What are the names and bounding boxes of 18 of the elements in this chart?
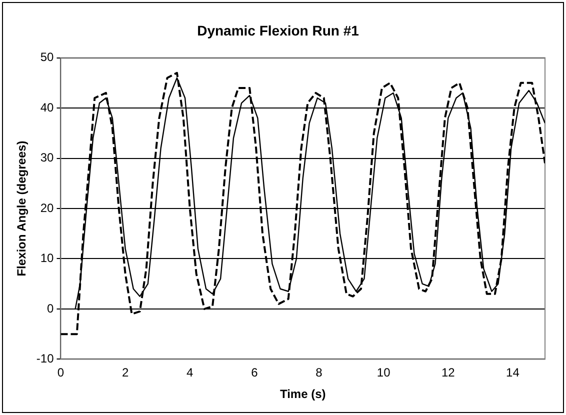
chart-title: Dynamic Flexion Run #1 [197, 22, 360, 38]
x-tick-label: 6 [251, 366, 258, 380]
x-tick-label: 10 [376, 366, 391, 380]
x-tick-label: 2 [122, 366, 129, 380]
y-tick-label: -10 [36, 352, 54, 366]
y-tick-label: 0 [47, 301, 54, 316]
y-tick-label: 40 [40, 100, 54, 114]
x-tick-label: 0 [57, 366, 64, 380]
y-tick-label: 30 [40, 150, 54, 165]
x-tick-label: 14 [506, 366, 520, 380]
y-tick-label: 50 [40, 50, 54, 64]
x-tick-label: 12 [441, 366, 456, 380]
y-axis-title: Flexion Angle (degrees) [14, 140, 29, 276]
x-axis-title: Time (s) [280, 387, 326, 402]
x-tick-label: 8 [316, 366, 323, 380]
x-tick-label: 4 [186, 366, 194, 380]
y-tick-label: 20 [40, 200, 54, 215]
y-tick-label: 10 [40, 251, 54, 266]
